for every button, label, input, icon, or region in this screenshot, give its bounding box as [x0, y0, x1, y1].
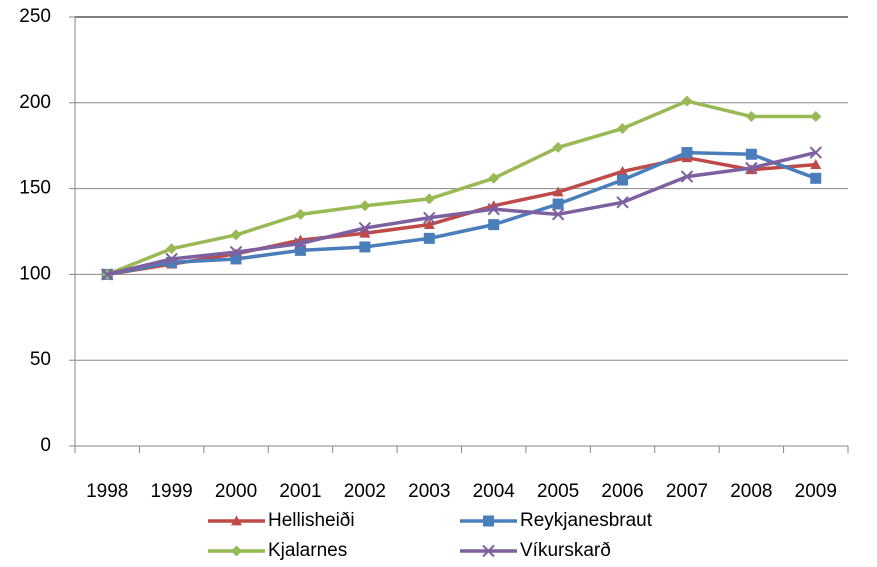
marker — [552, 141, 564, 153]
x-tick-label: 1998 — [86, 481, 128, 502]
marker — [423, 211, 436, 224]
marker — [745, 161, 758, 175]
legend-label: Kjalarnes — [268, 540, 347, 561]
x-tick-label: 2003 — [408, 481, 450, 502]
series-line — [106, 150, 817, 277]
marker — [681, 147, 693, 159]
marker — [617, 174, 629, 186]
series-line — [106, 150, 817, 277]
marker — [680, 170, 694, 183]
marker — [552, 186, 564, 197]
marker — [231, 545, 242, 557]
y-tick-label: 150 — [19, 178, 51, 199]
marker — [423, 232, 435, 244]
marker — [166, 256, 178, 268]
marker — [359, 227, 371, 238]
y-tick-label: 50 — [30, 349, 51, 370]
series-line — [106, 99, 816, 277]
x-tick-label: 2006 — [601, 481, 643, 502]
marker — [359, 200, 371, 212]
marker — [745, 111, 757, 123]
marker — [358, 221, 372, 235]
marker — [551, 208, 565, 221]
x-tick-label: 2001 — [279, 481, 321, 502]
marker — [488, 172, 500, 184]
x-tick-label: 2009 — [795, 481, 837, 502]
marker — [231, 515, 242, 526]
marker — [294, 244, 306, 256]
marker — [487, 202, 500, 216]
legend-label: Víkurskarð — [520, 540, 611, 561]
x-tick-label: 2000 — [215, 481, 257, 502]
marker — [552, 198, 564, 210]
y-tick-label: 0 — [40, 435, 51, 456]
marker — [101, 268, 114, 281]
marker — [810, 111, 822, 123]
marker — [617, 165, 629, 176]
x-tick-label: 1999 — [150, 481, 192, 502]
marker — [810, 159, 822, 169]
marker — [681, 95, 693, 107]
marker — [294, 237, 307, 250]
marker — [294, 208, 306, 220]
y-tick-label: 200 — [19, 92, 51, 113]
y-tick-label: 250 — [19, 6, 51, 27]
x-tick-label: 2002 — [344, 481, 386, 502]
marker — [230, 253, 242, 265]
marker — [809, 146, 822, 159]
x-tick-label: 2007 — [666, 481, 708, 502]
marker — [810, 172, 822, 184]
x-tick-label: 2004 — [473, 481, 516, 502]
legend-label: Reykjanesbraut — [520, 510, 653, 531]
marker — [483, 515, 494, 527]
marker — [488, 219, 500, 231]
marker — [166, 243, 178, 255]
marker — [745, 148, 757, 160]
legend-label: Hellisheiði — [268, 510, 355, 531]
marker — [617, 123, 629, 135]
marker — [423, 193, 435, 205]
y-tick-label: 100 — [19, 263, 51, 284]
marker — [229, 245, 243, 259]
x-tick-label: 2005 — [537, 481, 579, 502]
marker — [616, 196, 629, 209]
marker — [482, 544, 495, 558]
marker — [423, 219, 435, 230]
marker — [230, 229, 242, 241]
x-tick-label: 2008 — [730, 481, 772, 502]
marker — [359, 241, 371, 253]
marker — [165, 252, 178, 266]
